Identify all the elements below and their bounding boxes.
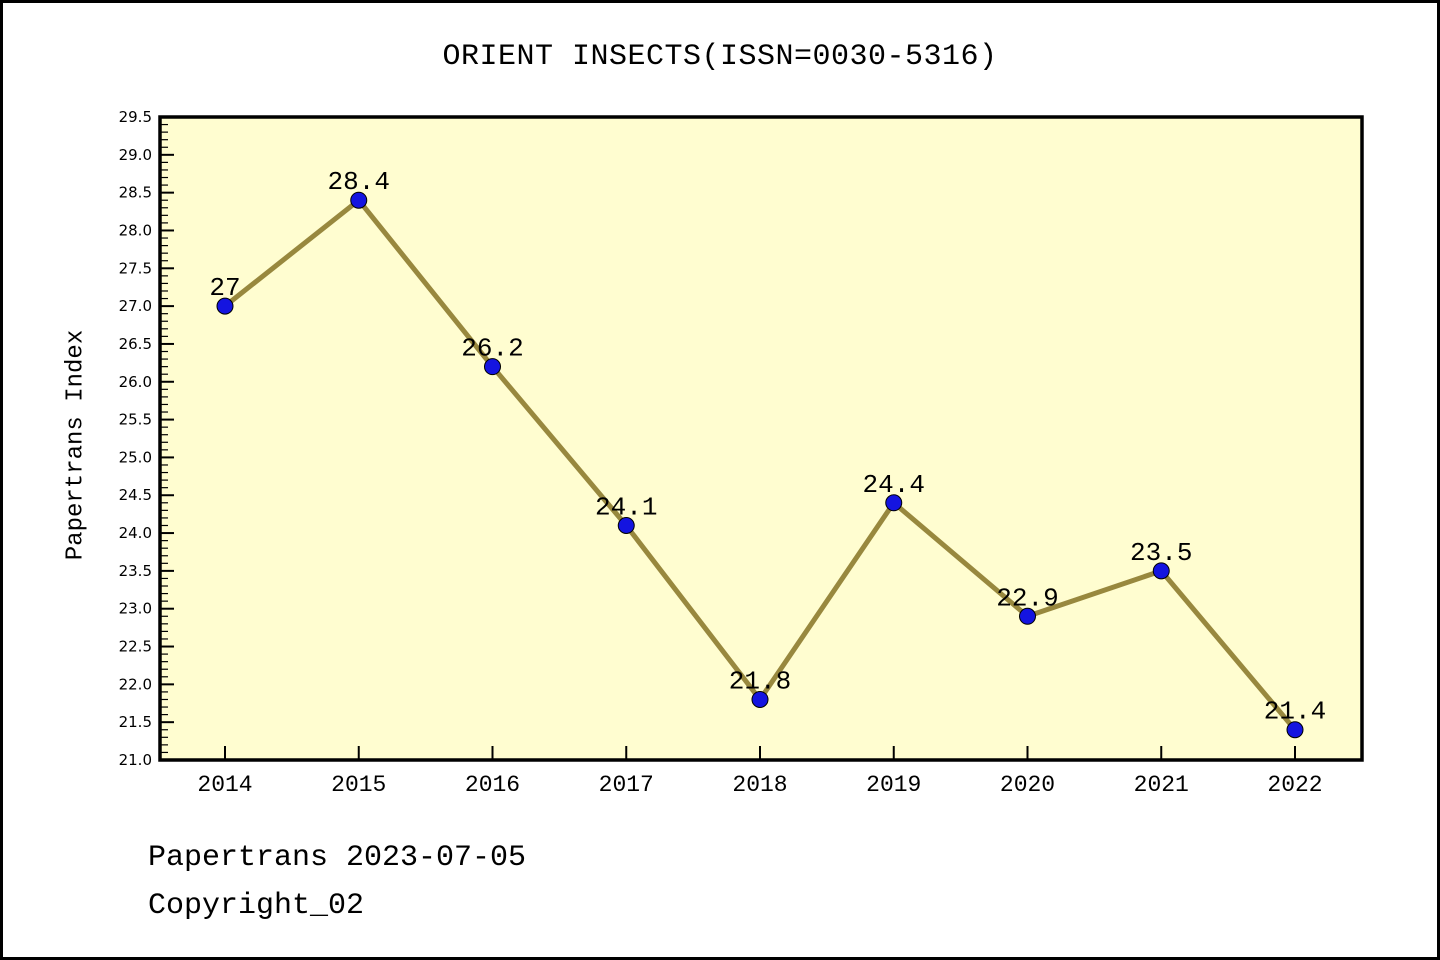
footer-source-date: Papertrans 2023-07-05 [148,841,527,875]
data-point-label: 26.2 [461,334,523,364]
data-point-label: 24.4 [863,470,925,500]
data-point-label: 23.5 [1130,538,1192,568]
data-point-marker [617,516,635,534]
data-point-marker [1019,607,1036,625]
x-tick-label: 2016 [465,772,520,798]
y-tick-label: 25.5 [119,411,152,429]
data-point-marker [484,358,501,376]
x-tick-label: 2015 [331,772,386,798]
y-tick-label: 24.5 [119,486,152,504]
y-tick-label: 29.0 [119,146,152,164]
plot-background [160,117,1362,760]
y-tick-label: 21.5 [119,713,152,731]
y-tick-label: 27.0 [119,297,152,315]
data-point-marker [1152,562,1170,580]
x-tick-label: 2014 [197,772,252,798]
data-point-label: 24.1 [595,492,657,522]
data-point-label: 28.4 [328,167,390,197]
y-tick-label: 22.0 [119,675,152,693]
x-tick-label: 2021 [1134,772,1189,798]
data-point-label: 21.4 [1264,697,1326,727]
y-tick-label: 21.0 [119,751,152,769]
y-tick-label: 26.0 [119,373,152,391]
y-tick-label: 22.5 [119,638,152,656]
plot-border [158,115,1364,762]
y-tick-label: 23.5 [119,562,152,580]
y-tick-label: 24.0 [119,524,152,542]
x-tick-label: 2022 [1267,772,1322,798]
y-tick-label: 28.0 [119,221,152,239]
data-point-label: 22.9 [996,583,1058,613]
data-point-marker [885,494,903,512]
x-tick-label: 2019 [866,772,921,798]
y-tick-label: 29.5 [119,108,152,126]
footer-copyright: Copyright_02 [148,889,365,923]
data-point-marker [216,297,234,315]
chart-title: ORIENT INSECTS(ISSN=0030-5316) [442,40,998,74]
data-point-marker [1286,721,1304,739]
x-tick-label: 2020 [1000,772,1055,798]
x-tick-label: 2017 [599,772,654,798]
data-point-label: 21.8 [729,666,791,696]
data-point-marker [751,690,769,708]
x-tick-label: 2018 [732,772,787,798]
y-tick-label: 26.5 [119,335,152,353]
y-tick-label: 27.5 [119,259,152,277]
data-point-marker [350,191,368,209]
y-tick-label: 23.0 [119,600,152,618]
y-tick-label: 28.5 [119,184,152,202]
data-point-label: 27 [209,273,240,303]
y-tick-label: 25.0 [119,448,152,466]
